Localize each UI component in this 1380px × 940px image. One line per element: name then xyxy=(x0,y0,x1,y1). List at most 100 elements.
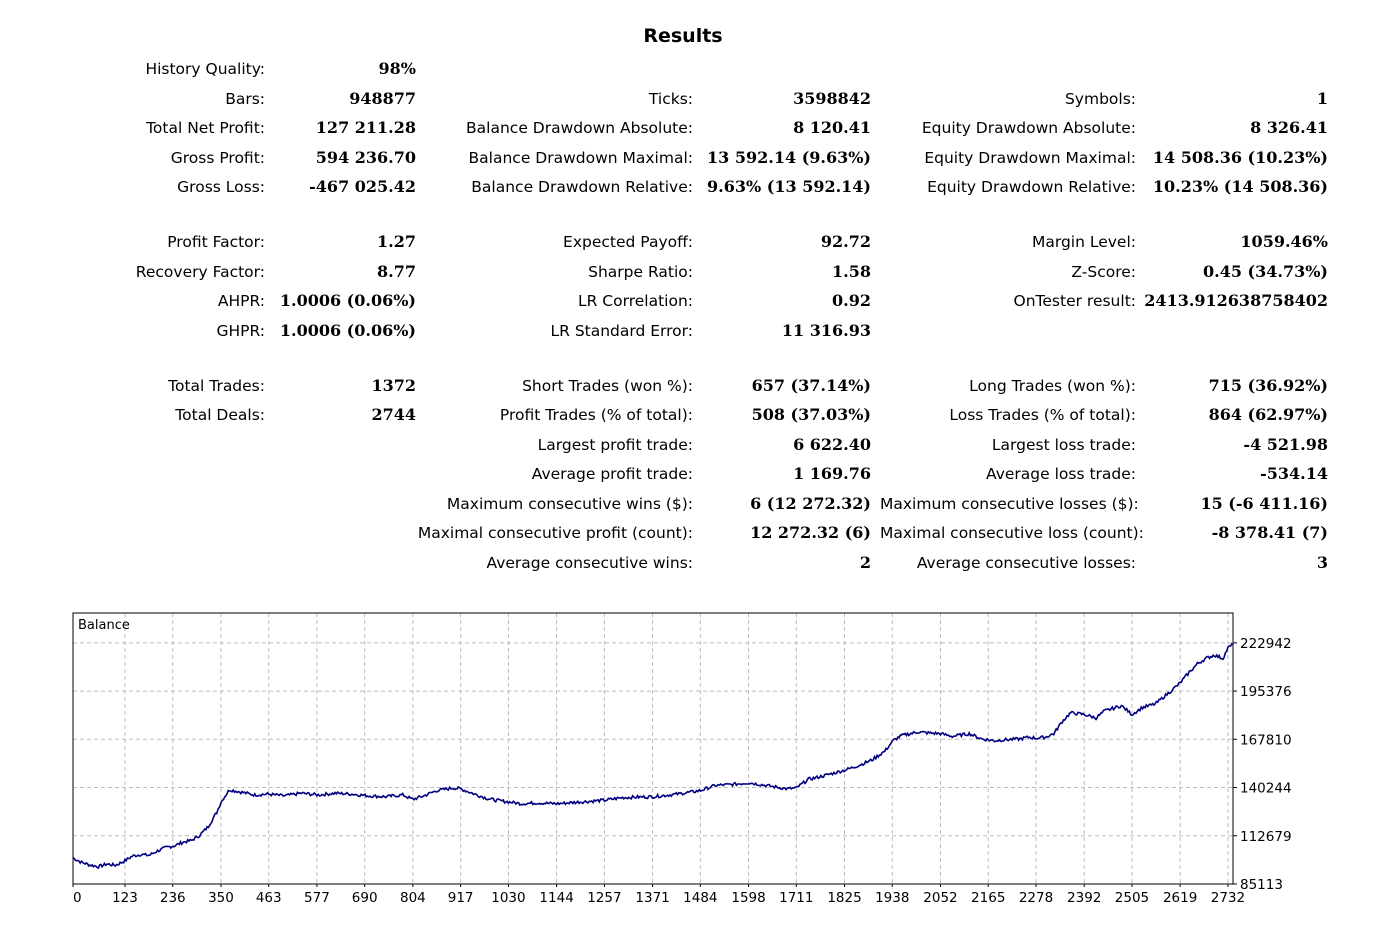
x-tick-label: 236 xyxy=(160,890,186,906)
balance-drawdown-absolute-value: 8 120.41 xyxy=(793,118,871,137)
maximal-consecutive-loss-value: -8 378.41 (7) xyxy=(1211,523,1328,542)
x-tick-label: 2165 xyxy=(971,890,1005,906)
y-tick-label: 112679 xyxy=(1240,829,1292,845)
x-tick-label: 463 xyxy=(256,890,282,906)
gross-profit-label: Gross Profit: xyxy=(170,149,265,167)
x-tick-label: 1257 xyxy=(587,890,621,906)
profit-factor-label: Profit Factor: xyxy=(167,233,265,251)
x-tick-label: 1144 xyxy=(539,890,573,906)
balance-line xyxy=(72,642,1234,870)
short-trades-label: Short Trades (won %): xyxy=(522,377,693,395)
lr-correlation-value: 0.92 xyxy=(832,291,871,310)
x-tick-label: 577 xyxy=(304,890,330,906)
max-consecutive-wins-value: 6 (12 272.32) xyxy=(750,494,871,513)
profit-trades-value: 508 (37.03%) xyxy=(751,405,871,424)
y-tick-label: 167810 xyxy=(1240,732,1292,748)
x-tick-label: 1598 xyxy=(731,890,765,906)
equity-drawdown-absolute-value: 8 326.41 xyxy=(1250,118,1328,137)
y-tick-label: 195376 xyxy=(1240,684,1292,700)
equity-drawdown-maximal-label: Equity Drawdown Maximal: xyxy=(924,149,1136,167)
equity-drawdown-maximal-value: 14 508.36 (10.23%) xyxy=(1152,148,1328,167)
x-tick-label: 2619 xyxy=(1163,890,1197,906)
loss-trades-label: Loss Trades (% of total): xyxy=(949,406,1136,424)
page-title: Results xyxy=(643,25,723,47)
ghpr-value: 1.0006 (0.06%) xyxy=(279,321,416,340)
x-tick-label: 123 xyxy=(112,890,138,906)
y-tick-label: 85113 xyxy=(1240,877,1283,893)
z-score-label: Z-Score: xyxy=(1071,263,1136,281)
total-trades-label: Total Trades: xyxy=(168,377,265,395)
recovery-factor-label: Recovery Factor: xyxy=(135,263,265,281)
balance-drawdown-maximal-label: Balance Drawdown Maximal: xyxy=(468,149,693,167)
ahpr-label: AHPR: xyxy=(217,292,265,310)
profit-trades-label: Profit Trades (% of total): xyxy=(499,406,693,424)
total-deals-label: Total Deals: xyxy=(175,406,265,424)
profit-factor-value: 1.27 xyxy=(377,232,416,251)
z-score-value: 0.45 (34.73%) xyxy=(1203,262,1328,281)
x-tick-label: 350 xyxy=(208,890,234,906)
expected-payoff-label: Expected Payoff: xyxy=(563,233,693,251)
x-tick-label: 1825 xyxy=(827,890,861,906)
ontester-result-value: 2413.912638758402 xyxy=(1144,291,1328,310)
balance-drawdown-relative-label: Balance Drawdown Relative: xyxy=(471,178,693,196)
average-loss-trade-value: -534.14 xyxy=(1260,464,1328,483)
bars-label: Bars: xyxy=(225,90,265,108)
average-consecutive-losses-label: Average consecutive losses: xyxy=(916,554,1136,572)
margin-level-value: 1059.46% xyxy=(1240,232,1328,251)
x-tick-label: 2392 xyxy=(1067,890,1101,906)
x-tick-label: 1484 xyxy=(683,890,717,906)
x-tick-label: 1030 xyxy=(491,890,525,906)
margin-level-label: Margin Level: xyxy=(1031,233,1136,251)
average-profit-trade-label: Average profit trade: xyxy=(531,465,693,483)
y-tick-label: 140244 xyxy=(1240,781,1292,797)
average-loss-trade-label: Average loss trade: xyxy=(986,465,1136,483)
equity-drawdown-absolute-label: Equity Drawdown Absolute: xyxy=(921,119,1136,137)
x-tick-label: 2278 xyxy=(1019,890,1053,906)
history-quality-value: 98% xyxy=(378,59,416,78)
loss-trades-value: 864 (62.97%) xyxy=(1208,405,1328,424)
average-consecutive-losses-value: 3 xyxy=(1316,553,1328,572)
symbols-label: Symbols: xyxy=(1064,90,1136,108)
ticks-value: 3598842 xyxy=(793,89,871,108)
long-trades-label: Long Trades (won %): xyxy=(969,377,1136,395)
x-tick-label: 1711 xyxy=(779,890,813,906)
x-tick-label: 917 xyxy=(448,890,474,906)
recovery-factor-value: 8.77 xyxy=(377,262,416,281)
chart-grid xyxy=(73,613,1233,884)
lr-standard-error-label: LR Standard Error: xyxy=(550,322,693,340)
lr-standard-error-value: 11 316.93 xyxy=(781,321,871,340)
max-consecutive-losses-value: 15 (-6 411.16) xyxy=(1200,494,1328,513)
symbols-value: 1 xyxy=(1316,89,1328,108)
short-trades-value: 657 (37.14%) xyxy=(751,376,871,395)
largest-loss-trade-label: Largest loss trade: xyxy=(991,436,1136,454)
balance-drawdown-maximal-value: 13 592.14 (9.63%) xyxy=(707,148,871,167)
history-quality-label: History Quality: xyxy=(145,60,265,78)
max-consecutive-losses-label: Maximum consecutive losses ($): xyxy=(880,495,1139,513)
x-tick-label: 1371 xyxy=(635,890,669,906)
gross-profit-value: 594 236.70 xyxy=(315,148,416,167)
equity-drawdown-relative-label: Equity Drawdown Relative: xyxy=(927,178,1136,196)
equity-drawdown-relative-value: 10.23% (14 508.36) xyxy=(1152,177,1328,196)
x-tick-label: 2052 xyxy=(923,890,957,906)
average-consecutive-wins-value: 2 xyxy=(859,553,871,572)
max-consecutive-wins-label: Maximum consecutive wins ($): xyxy=(446,495,693,513)
x-tick-label: 804 xyxy=(400,890,426,906)
expected-payoff-value: 92.72 xyxy=(820,232,871,251)
chart-series xyxy=(72,642,1234,870)
gross-loss-value: -467 025.42 xyxy=(309,177,416,196)
sharpe-ratio-value: 1.58 xyxy=(832,262,871,281)
total-net-profit-value: 127 211.28 xyxy=(315,118,416,137)
long-trades-value: 715 (36.92%) xyxy=(1208,376,1328,395)
total-net-profit-label: Total Net Profit: xyxy=(146,119,265,137)
largest-profit-trade-label: Largest profit trade: xyxy=(537,436,693,454)
bars-value: 948877 xyxy=(349,89,416,108)
average-consecutive-wins-label: Average consecutive wins: xyxy=(486,554,694,572)
x-tick-label: 2732 xyxy=(1211,890,1245,906)
x-tick-label: 0 xyxy=(73,890,82,906)
largest-loss-trade-value: -4 521.98 xyxy=(1243,435,1328,454)
ghpr-label: GHPR: xyxy=(216,322,265,340)
maximal-consecutive-profit-label: Maximal consecutive profit (count): xyxy=(417,524,693,542)
legend-label-balance: Balance xyxy=(78,618,130,633)
sharpe-ratio-label: Sharpe Ratio: xyxy=(588,263,693,281)
ahpr-value: 1.0006 (0.06%) xyxy=(279,291,416,310)
